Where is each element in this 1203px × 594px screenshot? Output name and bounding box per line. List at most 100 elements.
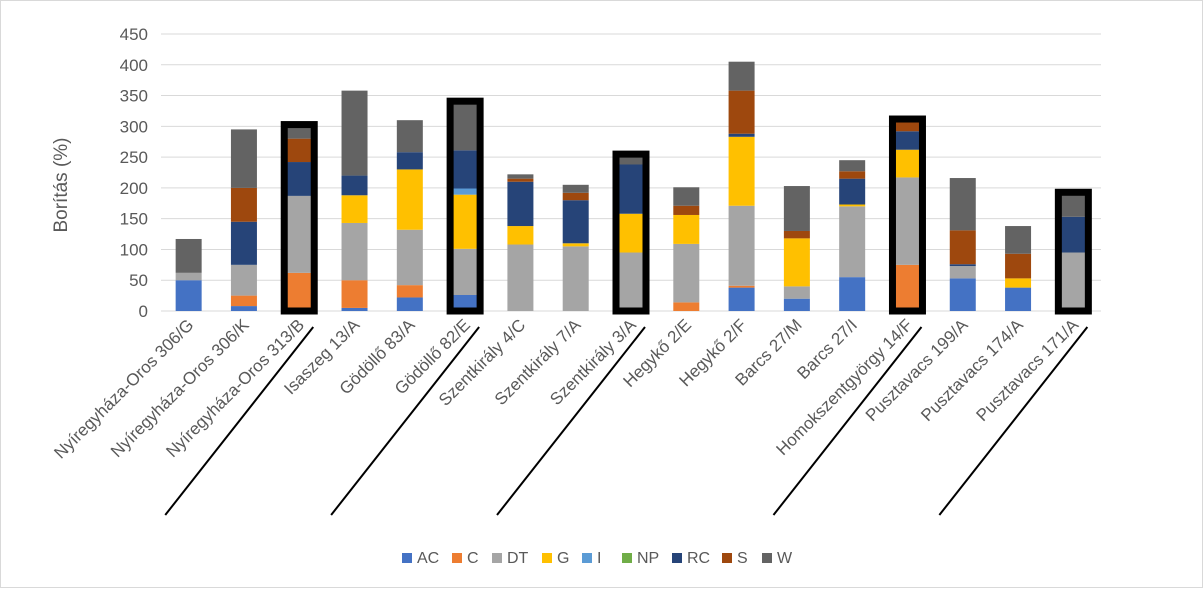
bar-segment-dt (562, 246, 589, 311)
bar-segment-g (839, 204, 866, 207)
bar-segment-rc (452, 150, 479, 189)
bar-segment-rc (286, 162, 313, 196)
y-tick-label: 450 (120, 25, 148, 44)
highlight-underline (772, 326, 923, 516)
y-axis-ticks: 0 50 100 150 200 250 300 350 400 450 (120, 25, 148, 321)
bar-segment-g (396, 169, 423, 230)
bar-segment-dt (507, 244, 534, 311)
legend-swatch-w (762, 553, 772, 563)
y-tick-label: 150 (120, 210, 148, 229)
y-tick-label: 250 (120, 148, 148, 167)
bar-segment-c (341, 280, 368, 308)
bar-segment-g (562, 243, 589, 247)
bar-segment-w (673, 187, 700, 206)
legend-swatch-s (722, 553, 732, 563)
bar-segment-w (783, 186, 810, 231)
highlight-underline (164, 326, 315, 516)
bar-segment-w (175, 238, 202, 273)
bar-segment-dt (452, 248, 479, 295)
bar-segment-w (286, 127, 313, 139)
legend-swatch-c (452, 553, 462, 563)
bar-segment-c (286, 272, 313, 311)
bar-segment-dt (949, 266, 976, 279)
legend-swatch-ac (402, 553, 412, 563)
bar-segment-g (728, 136, 755, 206)
bar-segment-w (1060, 195, 1087, 217)
legend-label: G (557, 550, 569, 567)
bar-segment-dt (894, 177, 921, 265)
bar-segment-ac (949, 278, 976, 311)
bar-segment-w (618, 157, 644, 165)
bar-segment-s (673, 205, 700, 215)
bar-segment-ac (783, 298, 810, 311)
legend-swatch-g (542, 553, 552, 563)
highlight-box (280, 121, 318, 315)
x-tick-label: Pusztavacs 171/A (973, 315, 1083, 425)
bar-segment-dt (286, 195, 313, 273)
bar-segment-rc (618, 164, 644, 214)
bar-segment-w (396, 120, 423, 153)
y-tick-label: 300 (120, 117, 148, 136)
bar-segment-c (673, 302, 700, 311)
bar-segment-s (839, 171, 866, 179)
bar-segment-g (1005, 278, 1032, 288)
bar-segment-g (894, 149, 921, 178)
bar-segment-rc (230, 221, 257, 265)
bar-segment-w (949, 178, 976, 231)
legend-label: DT (507, 550, 529, 567)
legend-swatch-rc (672, 553, 682, 563)
bar-segment-w (341, 90, 368, 176)
bar-segment-s (507, 178, 534, 182)
bar-segment-ac (341, 307, 368, 311)
bar-segment-w (452, 104, 479, 151)
bar-segment-ac (728, 287, 755, 311)
bar-segment-w (230, 129, 257, 188)
bar-segment-rc (949, 264, 976, 267)
y-axis-label: Borítás (%) (51, 137, 72, 232)
legend-label: S (737, 550, 748, 567)
bar-segment-ac (175, 280, 202, 311)
bar-segment-s (286, 138, 313, 163)
bar-segment-rc (341, 175, 368, 196)
highlight-underline (496, 326, 646, 516)
highlight-underline (330, 326, 480, 516)
bar-segment-ac (396, 297, 423, 311)
y-tick-label: 50 (129, 271, 148, 290)
bar-segment-dt (230, 264, 257, 296)
legend-label: AC (417, 550, 439, 567)
bar-segment-g (507, 226, 534, 245)
bar-segment-w (728, 61, 755, 91)
y-tick-label: 0 (139, 302, 148, 321)
bars (175, 61, 1087, 311)
bar-segment-dt (1060, 252, 1087, 311)
highlight-box (446, 97, 484, 315)
bar-segment-rc (562, 200, 589, 244)
bar-segment-g (341, 195, 368, 223)
bar-segment-dt (618, 252, 644, 311)
bar-segment-w (507, 174, 534, 179)
bar-segment-g (783, 238, 810, 287)
legend-label: C (467, 550, 479, 567)
bar-segment-s (562, 192, 589, 201)
bar-segment-rc (1060, 216, 1087, 253)
bar-segment-dt (728, 205, 755, 286)
highlight-boxes (164, 97, 1092, 516)
bar-segment-s (894, 122, 921, 132)
legend-label: NP (637, 550, 659, 567)
bar-segment-s (728, 90, 755, 134)
bar-segment-ac (452, 294, 479, 311)
legend-label: RC (687, 550, 710, 567)
bar-segment-dt (839, 206, 866, 278)
highlight-underline (938, 326, 1089, 516)
bar-segment-c (230, 295, 257, 307)
highlight-box (888, 115, 926, 315)
bar-segment-g (618, 213, 644, 253)
bar-segment-rc (396, 152, 423, 170)
bar-segment-g (673, 214, 700, 244)
bar-segment-s (783, 230, 810, 239)
highlight-box (1054, 188, 1092, 315)
bar-segment-w (562, 184, 589, 193)
